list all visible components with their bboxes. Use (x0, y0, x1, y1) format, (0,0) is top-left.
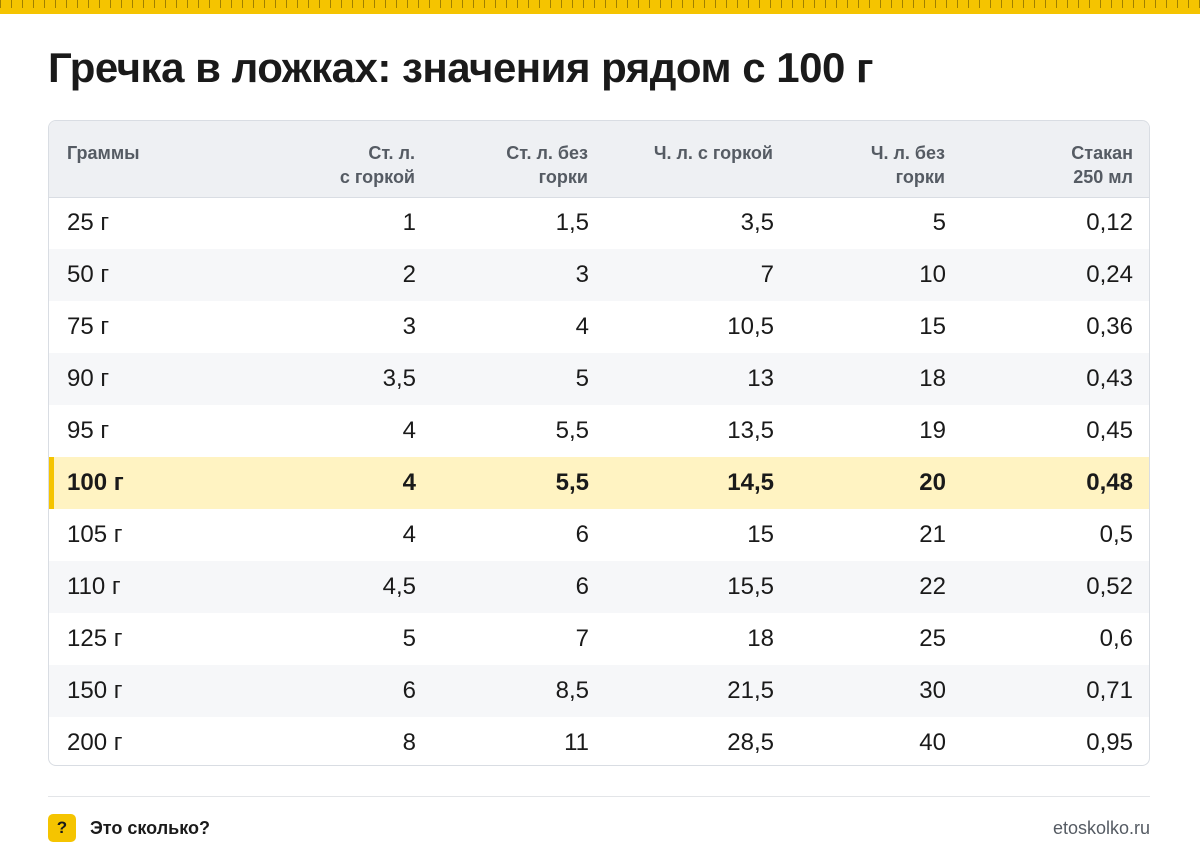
cell-glass: 0,95 (1086, 729, 1133, 756)
cell-tsp-heaped: 15 (747, 521, 774, 548)
cell-tbsp-level: 11 (564, 729, 589, 756)
cell-tbsp-heaped: 2 (402, 261, 416, 288)
cell-grams: 125 г (67, 625, 123, 652)
cell-tsp-level: 15 (919, 313, 946, 340)
cell-tsp-level: 10 (919, 261, 946, 288)
cell-glass: 0,48 (1086, 469, 1133, 496)
cell-tsp-heaped: 3,5 (740, 209, 774, 237)
cell-glass: 0,52 (1086, 573, 1133, 600)
cell-tbsp-heaped: 4 (402, 521, 416, 548)
col-header-tsp-level: Ч. л. без горки (774, 121, 946, 198)
question-mark-icon: ? (48, 814, 76, 842)
cell-tbsp-level: 5,5 (555, 417, 589, 444)
conversion-table: Граммы Ст. л. с горкой Ст. л. без горки … (49, 121, 1149, 765)
table-row-highlighted: 100 г 4 5,5 14,5 20 0,48 (49, 457, 1149, 509)
cell-grams: 25 г (67, 209, 110, 237)
cell-tbsp-heaped: 5 (402, 625, 416, 652)
cell-tsp-heaped: 18 (747, 625, 774, 652)
cell-tsp-heaped: 14,5 (727, 469, 774, 496)
cell-tsp-heaped: 13 (747, 365, 774, 392)
cell-tbsp-heaped: 4 (402, 469, 416, 496)
cell-tbsp-heaped: 3,5 (382, 365, 416, 392)
table-row: 150 г 6 8,5 21,5 30 0,71 (49, 665, 1149, 717)
table-row: 105 г 4 6 15 21 0,5 (49, 509, 1149, 561)
cell-tsp-heaped: 7 (760, 261, 774, 288)
cell-grams: 150 г (67, 677, 123, 704)
table-header-row: Граммы Ст. л. с горкой Ст. л. без горки … (49, 121, 1149, 198)
brand-name: Это сколько? (90, 817, 210, 838)
cell-grams: 95 г (67, 417, 110, 444)
footer-brand: ? Это сколько? (48, 814, 210, 842)
cell-glass: 0,6 (1099, 625, 1133, 652)
table-row: 90 г 3,5 5 13 18 0,43 (49, 353, 1149, 405)
cell-tbsp-level: 6 (575, 521, 589, 548)
table-row: 50 г 2 3 7 10 0,24 (49, 249, 1149, 301)
cell-grams: 105 г (67, 521, 123, 548)
ruler-stripe (0, 0, 1200, 14)
cell-glass: 0,71 (1086, 677, 1133, 704)
cell-tsp-heaped: 28,5 (727, 729, 774, 756)
cell-tsp-level: 20 (919, 469, 946, 496)
col-header-tbsp-heaped: Ст. л. с горкой (209, 121, 416, 198)
table-row: 200 г 8 11 28,5 40 0,95 (49, 717, 1149, 765)
cell-tbsp-level: 4 (575, 313, 589, 340)
cell-tbsp-level: 3 (575, 261, 589, 288)
cell-tbsp-level: 6 (575, 573, 589, 600)
cell-tbsp-heaped: 6 (402, 677, 416, 704)
table-row: 95 г 4 5,5 13,5 19 0,45 (49, 405, 1149, 457)
col-header-tsp-heaped: Ч. л. с горкой (589, 121, 774, 198)
cell-tbsp-level: 8,5 (555, 677, 589, 704)
cell-tbsp-level: 1,5 (555, 209, 589, 237)
conversion-table-card: Граммы Ст. л. с горкой Ст. л. без горки … (48, 120, 1150, 766)
cell-tsp-level: 25 (919, 625, 946, 652)
table-row: 125 г 5 7 18 25 0,6 (49, 613, 1149, 665)
cell-tbsp-level: 5,5 (555, 469, 589, 496)
col-header-grams: Граммы (49, 121, 209, 198)
cell-tsp-heaped: 13,5 (727, 417, 774, 444)
cell-tsp-level: 21 (919, 521, 946, 548)
cell-grams: 110 г (67, 573, 121, 600)
cell-grams: 75 г (67, 313, 110, 340)
cell-glass: 0,12 (1086, 209, 1133, 237)
cell-tsp-level: 40 (919, 729, 946, 756)
cell-tsp-level: 18 (919, 365, 946, 392)
cell-grams: 90 г (67, 365, 110, 392)
cell-glass: 0,5 (1099, 521, 1133, 548)
cell-glass: 0,45 (1086, 417, 1133, 444)
cell-tsp-level: 30 (919, 677, 946, 704)
cell-tbsp-heaped: 1 (402, 209, 416, 237)
cell-tsp-level: 19 (919, 417, 946, 444)
cell-tbsp-heaped: 4,5 (382, 573, 416, 600)
col-header-glass: Стакан 250 мл (946, 121, 1149, 198)
cell-glass: 0,43 (1086, 365, 1133, 392)
footer-divider (48, 796, 1150, 797)
cell-tsp-heaped: 15,5 (727, 573, 774, 600)
cell-grams: 50 г (67, 261, 110, 288)
cell-tsp-level: 5 (932, 209, 946, 237)
table-row: 25 г 1 1,5 3,5 5 0,12 (49, 197, 1149, 249)
cell-grams: 200 г (67, 729, 123, 756)
cell-tbsp-heaped: 4 (402, 417, 416, 444)
table-row: 75 г 3 4 10,5 15 0,36 (49, 301, 1149, 353)
cell-tbsp-level: 5 (575, 365, 589, 392)
table-row: 110 г 4,5 6 15,5 22 0,52 (49, 561, 1149, 613)
page-title: Гречка в ложках: значения рядом с 100 г (48, 44, 874, 91)
cell-glass: 0,24 (1086, 261, 1133, 288)
cell-glass: 0,36 (1086, 313, 1133, 340)
col-header-tbsp-level: Ст. л. без горки (416, 121, 589, 198)
cell-tbsp-heaped: 3 (402, 313, 416, 340)
cell-tbsp-level: 7 (575, 625, 589, 652)
cell-grams: 100 г (49, 457, 209, 509)
cell-tsp-level: 22 (919, 573, 946, 600)
cell-tsp-heaped: 10,5 (727, 313, 774, 340)
cell-tbsp-heaped: 8 (402, 729, 416, 756)
cell-tsp-heaped: 21,5 (727, 677, 774, 704)
site-link[interactable]: etoskolko.ru (1052, 818, 1150, 838)
